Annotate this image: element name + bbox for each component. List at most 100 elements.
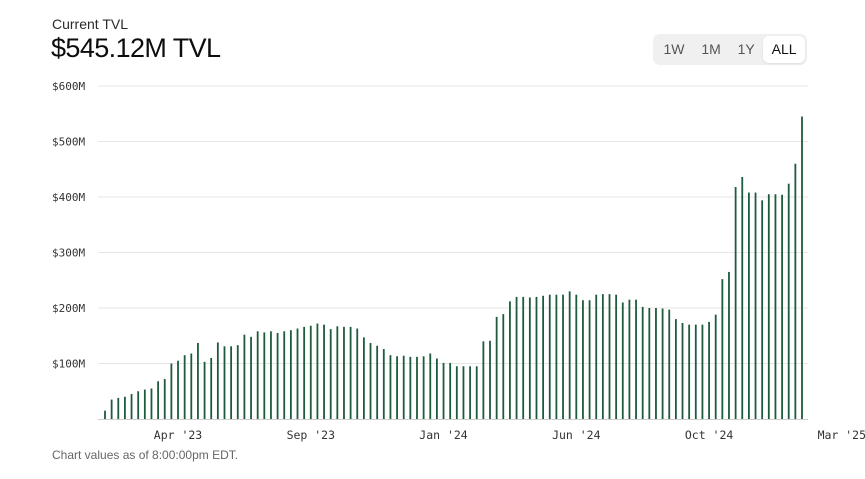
bar [502, 314, 505, 419]
bar [714, 314, 717, 419]
bar [475, 366, 478, 419]
bar [230, 346, 233, 419]
bar [482, 341, 485, 419]
bar [362, 337, 365, 419]
bar [595, 294, 598, 419]
bar [276, 332, 279, 419]
bar [728, 271, 730, 419]
bar [528, 297, 531, 419]
y-tick-label: $500M [52, 136, 85, 149]
bar [416, 356, 418, 419]
bar [588, 300, 591, 419]
bar [522, 296, 525, 419]
chart-footnote: Chart values as of 8:00:00pm EDT. [52, 448, 239, 462]
tvl-value-headline: $545.12M TVL [51, 33, 221, 63]
bar [143, 389, 146, 419]
x-tick-label: Oct '24 [685, 428, 734, 442]
bar [767, 194, 770, 419]
bar [535, 296, 538, 419]
bar [801, 116, 803, 420]
bar [402, 355, 405, 419]
bar [396, 356, 398, 419]
bar [608, 294, 611, 420]
bar [615, 294, 618, 419]
x-tick-label: Jun '24 [552, 428, 601, 442]
bar [429, 353, 432, 419]
range-button-1m[interactable]: 1M [701, 41, 721, 57]
bar [575, 294, 578, 419]
bar [316, 323, 319, 419]
bar [343, 326, 345, 419]
bar [694, 324, 697, 419]
bar [548, 294, 551, 419]
bar [409, 356, 412, 419]
bar [323, 324, 325, 419]
bar [382, 349, 385, 419]
bar [601, 294, 604, 420]
bar [243, 334, 246, 419]
bar [256, 331, 259, 419]
bar [681, 322, 684, 419]
bar [754, 192, 757, 419]
y-tick-label: $300M [52, 247, 85, 260]
bar [263, 332, 266, 419]
bar [648, 308, 651, 419]
bar [210, 357, 213, 419]
range-button-1y[interactable]: 1Y [737, 41, 755, 57]
bar [150, 388, 153, 419]
bar [469, 366, 471, 419]
bar [555, 294, 558, 419]
bar [137, 391, 140, 419]
bar [223, 346, 226, 419]
range-button-all[interactable]: ALL [763, 36, 805, 63]
bar [542, 295, 545, 419]
bar [661, 308, 664, 419]
bar [708, 321, 710, 420]
bar [270, 331, 272, 419]
bar-series [104, 116, 803, 420]
bar [303, 326, 306, 419]
bar [787, 183, 790, 419]
bar [124, 396, 126, 419]
y-tick-label: $200M [52, 302, 85, 315]
range-button-1w[interactable]: 1W [663, 41, 685, 57]
bar [641, 306, 644, 419]
bar [489, 340, 491, 419]
y-tick-label: $600M [52, 80, 85, 93]
bar [668, 309, 671, 419]
bar [794, 163, 797, 419]
current-tvl-label: Current TVL [52, 16, 128, 32]
bar [110, 399, 113, 419]
x-tick-label: Sep '23 [287, 428, 336, 442]
bar [389, 355, 392, 419]
bar [748, 192, 750, 419]
bar [356, 328, 359, 419]
bar [774, 194, 777, 419]
bar [455, 366, 458, 419]
bar [781, 194, 783, 419]
bar [562, 294, 564, 419]
bar [701, 324, 704, 419]
bar [296, 328, 299, 419]
bar [436, 358, 438, 419]
bar [183, 355, 186, 419]
bar [509, 301, 511, 419]
bar [761, 200, 764, 419]
bar [329, 329, 332, 419]
bar [628, 299, 631, 419]
x-tick-label: Jan '24 [419, 428, 468, 442]
bar [177, 360, 179, 419]
bar [190, 353, 193, 419]
bar [495, 316, 498, 419]
bar [635, 299, 637, 419]
bar [582, 300, 584, 419]
x-tick-label: Mar '25 [818, 428, 865, 442]
axes: $100M $200M $300M $400M $500M $600M Apr '23 Sep… [52, 80, 865, 442]
x-tick-label: Apr '23 [154, 428, 203, 442]
bar [203, 361, 206, 419]
bar [104, 410, 106, 419]
y-tick-label: $100M [52, 358, 85, 371]
bar [688, 324, 691, 419]
gridlines [98, 85, 808, 364]
bar [117, 397, 120, 419]
